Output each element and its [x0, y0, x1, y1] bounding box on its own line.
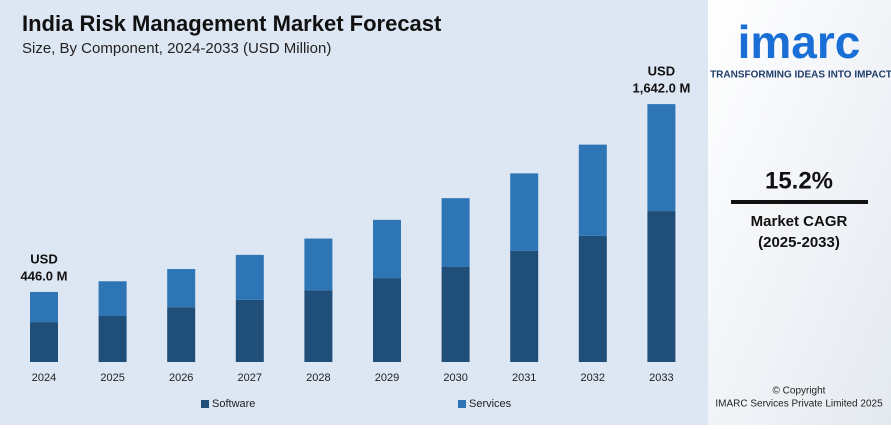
bar-segment: [304, 238, 333, 291]
bar-segment: [578, 235, 607, 362]
bar-segment: [441, 266, 470, 362]
cagr-divider: [731, 200, 868, 204]
x-tick-label: 2026: [169, 372, 193, 384]
bar-segment: [167, 269, 196, 308]
total-label: USD: [648, 64, 675, 79]
bar-segment: [235, 254, 264, 300]
total-label: 446.0 M: [21, 268, 68, 283]
bar-segment: [98, 281, 127, 316]
legend-label: Software: [212, 398, 255, 410]
chart-title: India Risk Management Market Forecast: [22, 11, 442, 36]
x-tick-label: 2031: [512, 372, 536, 384]
bar-segment: [304, 290, 333, 362]
bar-segment: [647, 211, 676, 362]
bar-segment: [373, 278, 401, 362]
x-tick-label: 2028: [306, 372, 330, 384]
cagr-value: 15.2%: [765, 167, 833, 194]
x-tick-label: 2024: [32, 372, 56, 384]
legend-label: Services: [469, 398, 512, 410]
cagr-period: (2025-2033): [758, 234, 840, 251]
bar-segment: [578, 144, 607, 236]
x-tick-label: 2030: [443, 372, 467, 384]
total-label: 1,642.0 M: [632, 81, 690, 96]
tagline: TRANSFORMING IDEAS INTO IMPACT: [710, 70, 891, 81]
logo: imarc: [738, 16, 861, 68]
x-tick-label: 2025: [100, 372, 124, 384]
bar-segment: [167, 307, 196, 362]
bar-segment: [30, 322, 58, 362]
bar-segment: [441, 198, 470, 267]
legend-swatch: [201, 400, 209, 408]
legend-swatch: [458, 400, 466, 408]
bar-segment: [647, 104, 676, 212]
company: IMARC Services Private Limited 2025: [715, 399, 883, 410]
sidebar-background: [708, 0, 891, 425]
x-tick-label: 2033: [649, 372, 673, 384]
bar-segment: [30, 291, 58, 323]
bar-segment: [235, 299, 264, 362]
bar-segment: [510, 173, 539, 251]
cagr-label: Market CAGR: [751, 213, 848, 230]
x-tick-label: 2029: [375, 372, 399, 384]
chart-subtitle: Size, By Component, 2024-2033 (USD Milli…: [22, 40, 331, 57]
copyright: © Copyright: [773, 386, 826, 397]
bar-segment: [373, 219, 401, 279]
x-tick-label: 2032: [581, 372, 605, 384]
x-tick-label: 2027: [238, 372, 262, 384]
total-label: USD: [30, 251, 57, 266]
bar-segment: [98, 315, 127, 362]
bar-segment: [510, 250, 539, 362]
